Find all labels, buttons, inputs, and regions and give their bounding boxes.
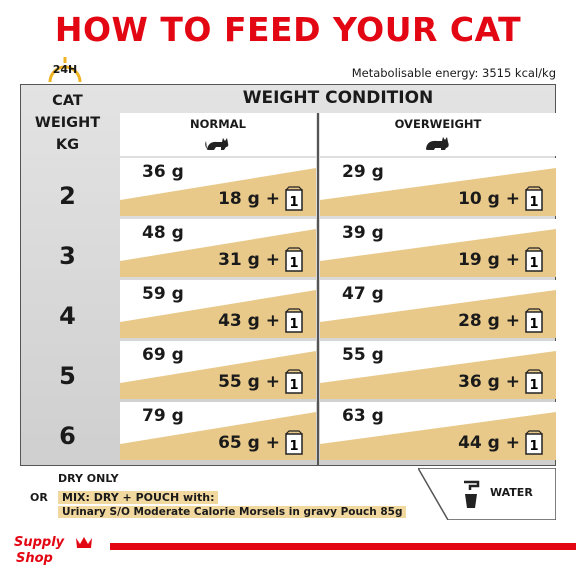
mix-amount: 65 g + 1 (218, 430, 304, 456)
pouch-icon: 1 (525, 308, 543, 333)
dry-amount: 36 g (142, 162, 184, 182)
kg-column: CAT WEIGHT KG 2 3 4 5 6 (20, 84, 115, 466)
mix-grams: 28 g + (458, 311, 520, 331)
feeding-cell: 59 g 43 g + 1 (120, 280, 316, 338)
mix-wedge (120, 168, 316, 216)
mix-grams: 43 g + (218, 311, 280, 331)
kg-value: 6 (59, 422, 76, 450)
mix-amount: 18 g + 1 (218, 186, 304, 212)
page-title: HOW TO FEED YOUR CAT (54, 10, 522, 49)
clock-icon (48, 57, 82, 83)
mix-amount: 19 g + 1 (458, 247, 544, 273)
feeding-cell: 69 g 55 g + 1 (120, 341, 316, 399)
logo-crown-icon (76, 537, 92, 548)
pouch-count: 1 (289, 378, 298, 393)
pouch-icon: 1 (285, 430, 303, 455)
logo-text-line1: Supply (14, 535, 65, 550)
cat-icon (425, 137, 449, 150)
pouch-icon: 1 (285, 369, 303, 394)
feeding-cell: 63 g 44 g + 1 (320, 402, 556, 460)
feeding-cell: 48 g 31 g + 1 (120, 219, 316, 277)
dry-amount: 79 g (142, 406, 184, 426)
mix-wedge (120, 290, 316, 338)
mix-wedge (120, 229, 316, 277)
kg-value: 5 (59, 362, 76, 390)
mix-grams: 65 g + (218, 433, 280, 453)
pouch-count: 1 (289, 195, 298, 210)
mix-amount: 55 g + 1 (218, 369, 304, 395)
dry-amount: 55 g (342, 345, 384, 365)
legend-or: OR (30, 491, 48, 504)
mix-grams: 44 g + (458, 433, 520, 453)
column-header-overweight: OVERWEIGHT (320, 113, 556, 156)
kg-value: 4 (59, 302, 76, 330)
mix-amount: 43 g + 1 (218, 308, 304, 334)
kg-value: 3 (59, 242, 76, 270)
clock-label: 24H (52, 63, 78, 76)
pouch-count: 1 (289, 439, 298, 454)
dry-amount: 39 g (342, 223, 384, 243)
dry-amount: 63 g (342, 406, 384, 426)
feeding-cell: 55 g 36 g + 1 (320, 341, 556, 399)
mix-amount: 28 g + 1 (458, 308, 544, 334)
feeding-cell: 79 g 65 g + 1 (120, 402, 316, 460)
energy-info: Metabolisable energy: 3515 kcal/kg (351, 66, 556, 80)
mix-grams: 36 g + (458, 372, 520, 392)
mix-wedge (320, 351, 556, 399)
column-header-normal: NORMAL (120, 113, 316, 156)
pouch-icon: 1 (525, 369, 543, 394)
dry-amount: 47 g (342, 284, 384, 304)
mix-grams: 31 g + (218, 250, 280, 270)
cat-icon (205, 138, 229, 150)
pouch-count: 1 (289, 317, 298, 332)
feeding-cell: 36 g 18 g + 1 (120, 158, 316, 216)
pouch-count: 1 (529, 378, 538, 393)
column-divider (317, 113, 319, 466)
kg-value: 2 (59, 182, 76, 210)
legend-dry-only: DRY ONLY (58, 472, 119, 485)
feeding-cell: 47 g 28 g + 1 (320, 280, 556, 338)
dry-amount: 59 g (142, 284, 184, 304)
logo-text-line2: Shop (16, 551, 53, 566)
mix-wedge (120, 351, 316, 399)
mix-wedge (320, 412, 556, 460)
pouch-icon: 1 (525, 247, 543, 272)
pouch-count: 1 (529, 195, 538, 210)
mix-amount: 44 g + 1 (458, 430, 544, 456)
pouch-icon: 1 (285, 247, 303, 272)
mix-wedge (320, 290, 556, 338)
mix-wedge (320, 229, 556, 277)
water-box (418, 468, 556, 520)
legend-mix: MIX: DRY + POUCH with: (58, 491, 219, 504)
pouch-icon: 1 (285, 308, 303, 333)
mix-grams: 55 g + (218, 372, 280, 392)
mix-wedge (120, 412, 316, 460)
pouch-count: 1 (289, 256, 298, 271)
feeding-cell: 39 g 19 g + 1 (320, 219, 556, 277)
mix-amount: 31 g + 1 (218, 247, 304, 273)
mix-amount: 36 g + 1 (458, 369, 544, 395)
kg-header: CAT WEIGHT KG (34, 93, 101, 153)
mix-grams: 18 g + (218, 189, 280, 209)
mix-wedge (320, 168, 556, 216)
pouch-count: 1 (529, 439, 538, 454)
pouch-icon: 1 (285, 186, 303, 211)
pouch-icon: 1 (525, 430, 543, 455)
dry-amount: 48 g (142, 223, 184, 243)
dry-amount: 69 g (142, 345, 184, 365)
water-label: WATER (490, 486, 533, 499)
pouch-count: 1 (529, 317, 538, 332)
pouch-icon: 1 (525, 186, 543, 211)
mix-grams: 10 g + (458, 189, 520, 209)
dry-amount: 29 g (342, 162, 384, 182)
weight-condition-header: WEIGHT CONDITION (242, 88, 434, 108)
feeding-cell: 29 g 10 g + 1 (320, 158, 556, 216)
legend-pouch: Urinary S/O Moderate Calorie Morsels in … (58, 506, 407, 518)
mix-amount: 10 g + 1 (458, 186, 544, 212)
pouch-count: 1 (529, 256, 538, 271)
mix-grams: 19 g + (458, 250, 520, 270)
footer-red-line (110, 543, 576, 550)
